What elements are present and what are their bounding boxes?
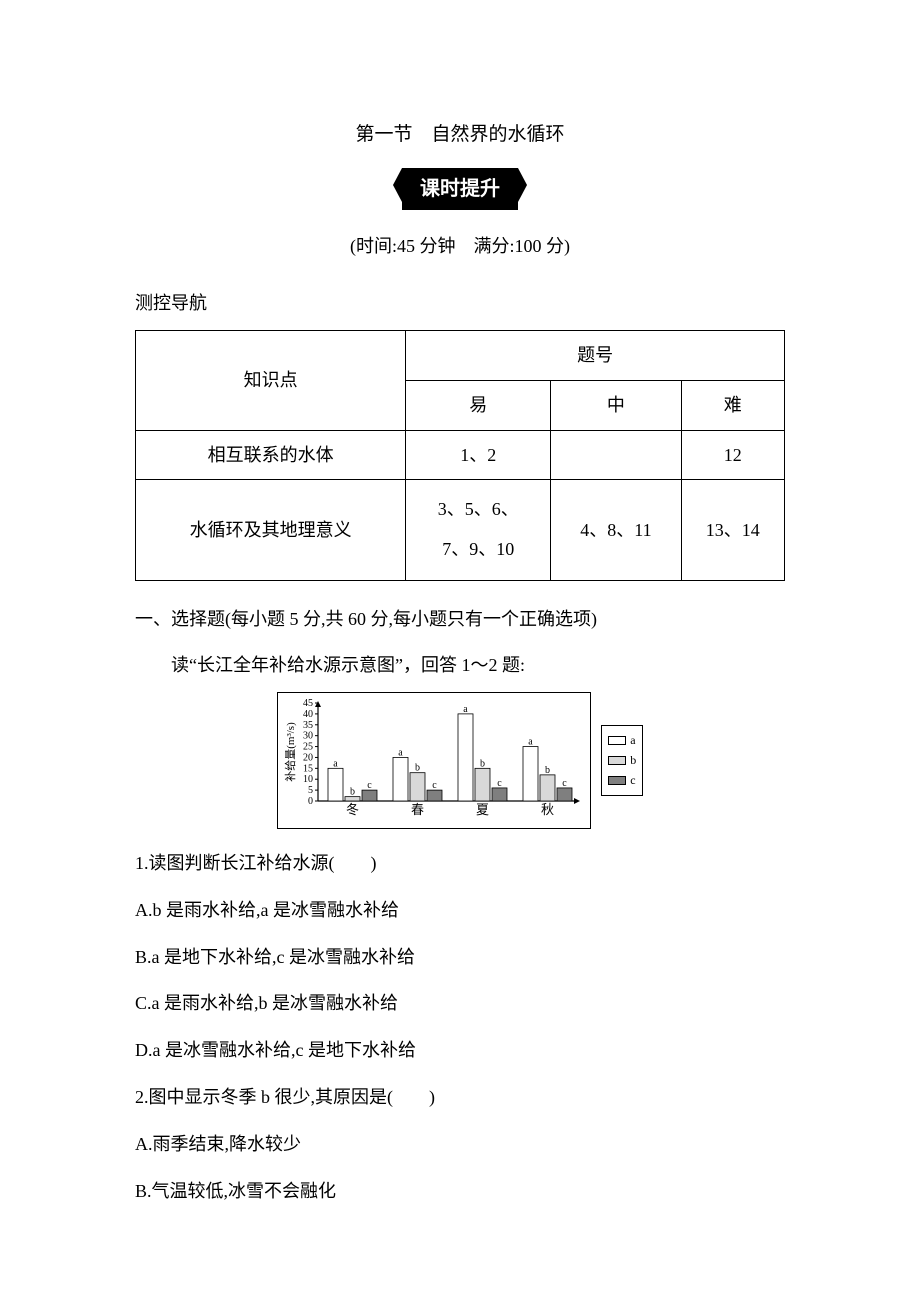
svg-text:25: 25 — [303, 742, 313, 753]
section-number: 第一节 — [355, 124, 412, 145]
chart-container: 051015202530354045补给量(m³/s)abc冬abc春abc夏a… — [135, 692, 785, 829]
svg-text:b: b — [350, 787, 355, 798]
svg-text:春: 春 — [411, 802, 424, 817]
cell-easy: 1、2 — [406, 430, 551, 480]
table-header-row: 知识点 题号 — [136, 330, 785, 380]
cell-hard: 12 — [681, 430, 784, 480]
question-option: A.雨季结束,降水较少 — [135, 1130, 785, 1159]
legend-label: c — [630, 771, 635, 790]
cell-topic: 水循环及其地理意义 — [136, 480, 406, 580]
chart-intro: 读“长江全年补给水源示意图”，回答 1～2 题: — [135, 651, 785, 680]
svg-text:35: 35 — [303, 720, 313, 731]
nav-label: 测控导航 — [135, 289, 785, 318]
svg-text:c: c — [497, 778, 502, 789]
question-option: C.a 是雨水补给,b 是冰雪融水补给 — [135, 989, 785, 1018]
cell-topic: 相互联系的水体 — [136, 430, 406, 480]
svg-text:a: a — [528, 737, 533, 748]
col-topic: 知识点 — [136, 330, 406, 430]
svg-text:a: a — [333, 758, 338, 769]
section-name: 自然界的水循环 — [432, 124, 565, 145]
swatch-a — [608, 736, 626, 745]
banner-wrap: 课时提升 — [135, 168, 785, 210]
svg-text:冬: 冬 — [346, 802, 359, 817]
svg-text:20: 20 — [303, 753, 313, 764]
question-stem: 1.读图判断长江补给水源( ) — [135, 849, 785, 878]
nav-table: 知识点 题号 易 中 难 相互联系的水体 1、2 12 水循环及其地理意义 3、… — [135, 330, 785, 581]
svg-text:30: 30 — [303, 731, 313, 742]
svg-text:a: a — [398, 748, 403, 759]
legend-item-b: b — [608, 751, 636, 770]
svg-text:a: a — [463, 704, 468, 715]
svg-text:b: b — [545, 765, 550, 776]
cell-easy: 3、5、6、7、9、10 — [406, 480, 551, 580]
svg-text:b: b — [480, 758, 485, 769]
svg-text:c: c — [432, 780, 437, 791]
svg-text:5: 5 — [308, 785, 313, 796]
cell-mid: 4、8、11 — [551, 480, 681, 580]
svg-text:15: 15 — [303, 763, 313, 774]
svg-text:秋: 秋 — [541, 802, 554, 817]
chart-box: 051015202530354045补给量(m³/s)abc冬abc春abc夏a… — [277, 692, 591, 829]
table-row: 水循环及其地理意义 3、5、6、7、9、10 4、8、11 13、14 — [136, 480, 785, 580]
chart-legend: a b c — [601, 725, 643, 797]
question-option: B.a 是地下水补给,c 是冰雪融水补给 — [135, 943, 785, 972]
col-hard: 难 — [681, 380, 784, 430]
svg-text:40: 40 — [303, 709, 313, 720]
svg-text:10: 10 — [303, 774, 313, 785]
cell-mid — [551, 430, 681, 480]
legend-item-c: c — [608, 771, 636, 790]
bar-chart: 051015202530354045补给量(m³/s)abc冬abc春abc夏a… — [284, 699, 584, 817]
question-option: A.b 是雨水补给,a 是冰雪融水补给 — [135, 896, 785, 925]
section-title: 第一节 自然界的水循环 — [135, 120, 785, 150]
question-option: D.a 是冰雪融水补给,c 是地下水补给 — [135, 1036, 785, 1065]
table-row: 相互联系的水体 1、2 12 — [136, 430, 785, 480]
lesson-banner: 课时提升 — [402, 168, 518, 210]
col-easy: 易 — [406, 380, 551, 430]
col-qnum: 题号 — [406, 330, 785, 380]
legend-label: a — [630, 731, 635, 750]
swatch-b — [608, 756, 626, 765]
svg-text:45: 45 — [303, 699, 313, 709]
svg-text:b: b — [415, 763, 420, 774]
swatch-c — [608, 776, 626, 785]
question-stem: 2.图中显示冬季 b 很少,其原因是( ) — [135, 1083, 785, 1112]
cell-hard: 13、14 — [681, 480, 784, 580]
section-heading: 一、选择题(每小题 5 分,共 60 分,每小题只有一个正确选项) — [135, 605, 785, 634]
legend-item-a: a — [608, 731, 636, 750]
question-option: B.气温较低,冰雪不会融化 — [135, 1177, 785, 1206]
svg-text:补给量(m³/s): 补给量(m³/s) — [284, 722, 297, 782]
svg-text:0: 0 — [308, 796, 313, 807]
svg-text:夏: 夏 — [476, 802, 489, 817]
svg-text:c: c — [562, 778, 567, 789]
legend-label: b — [630, 751, 636, 770]
svg-text:c: c — [367, 780, 372, 791]
col-mid: 中 — [551, 380, 681, 430]
timing-info: (时间:45 分钟 满分:100 分) — [135, 232, 785, 261]
